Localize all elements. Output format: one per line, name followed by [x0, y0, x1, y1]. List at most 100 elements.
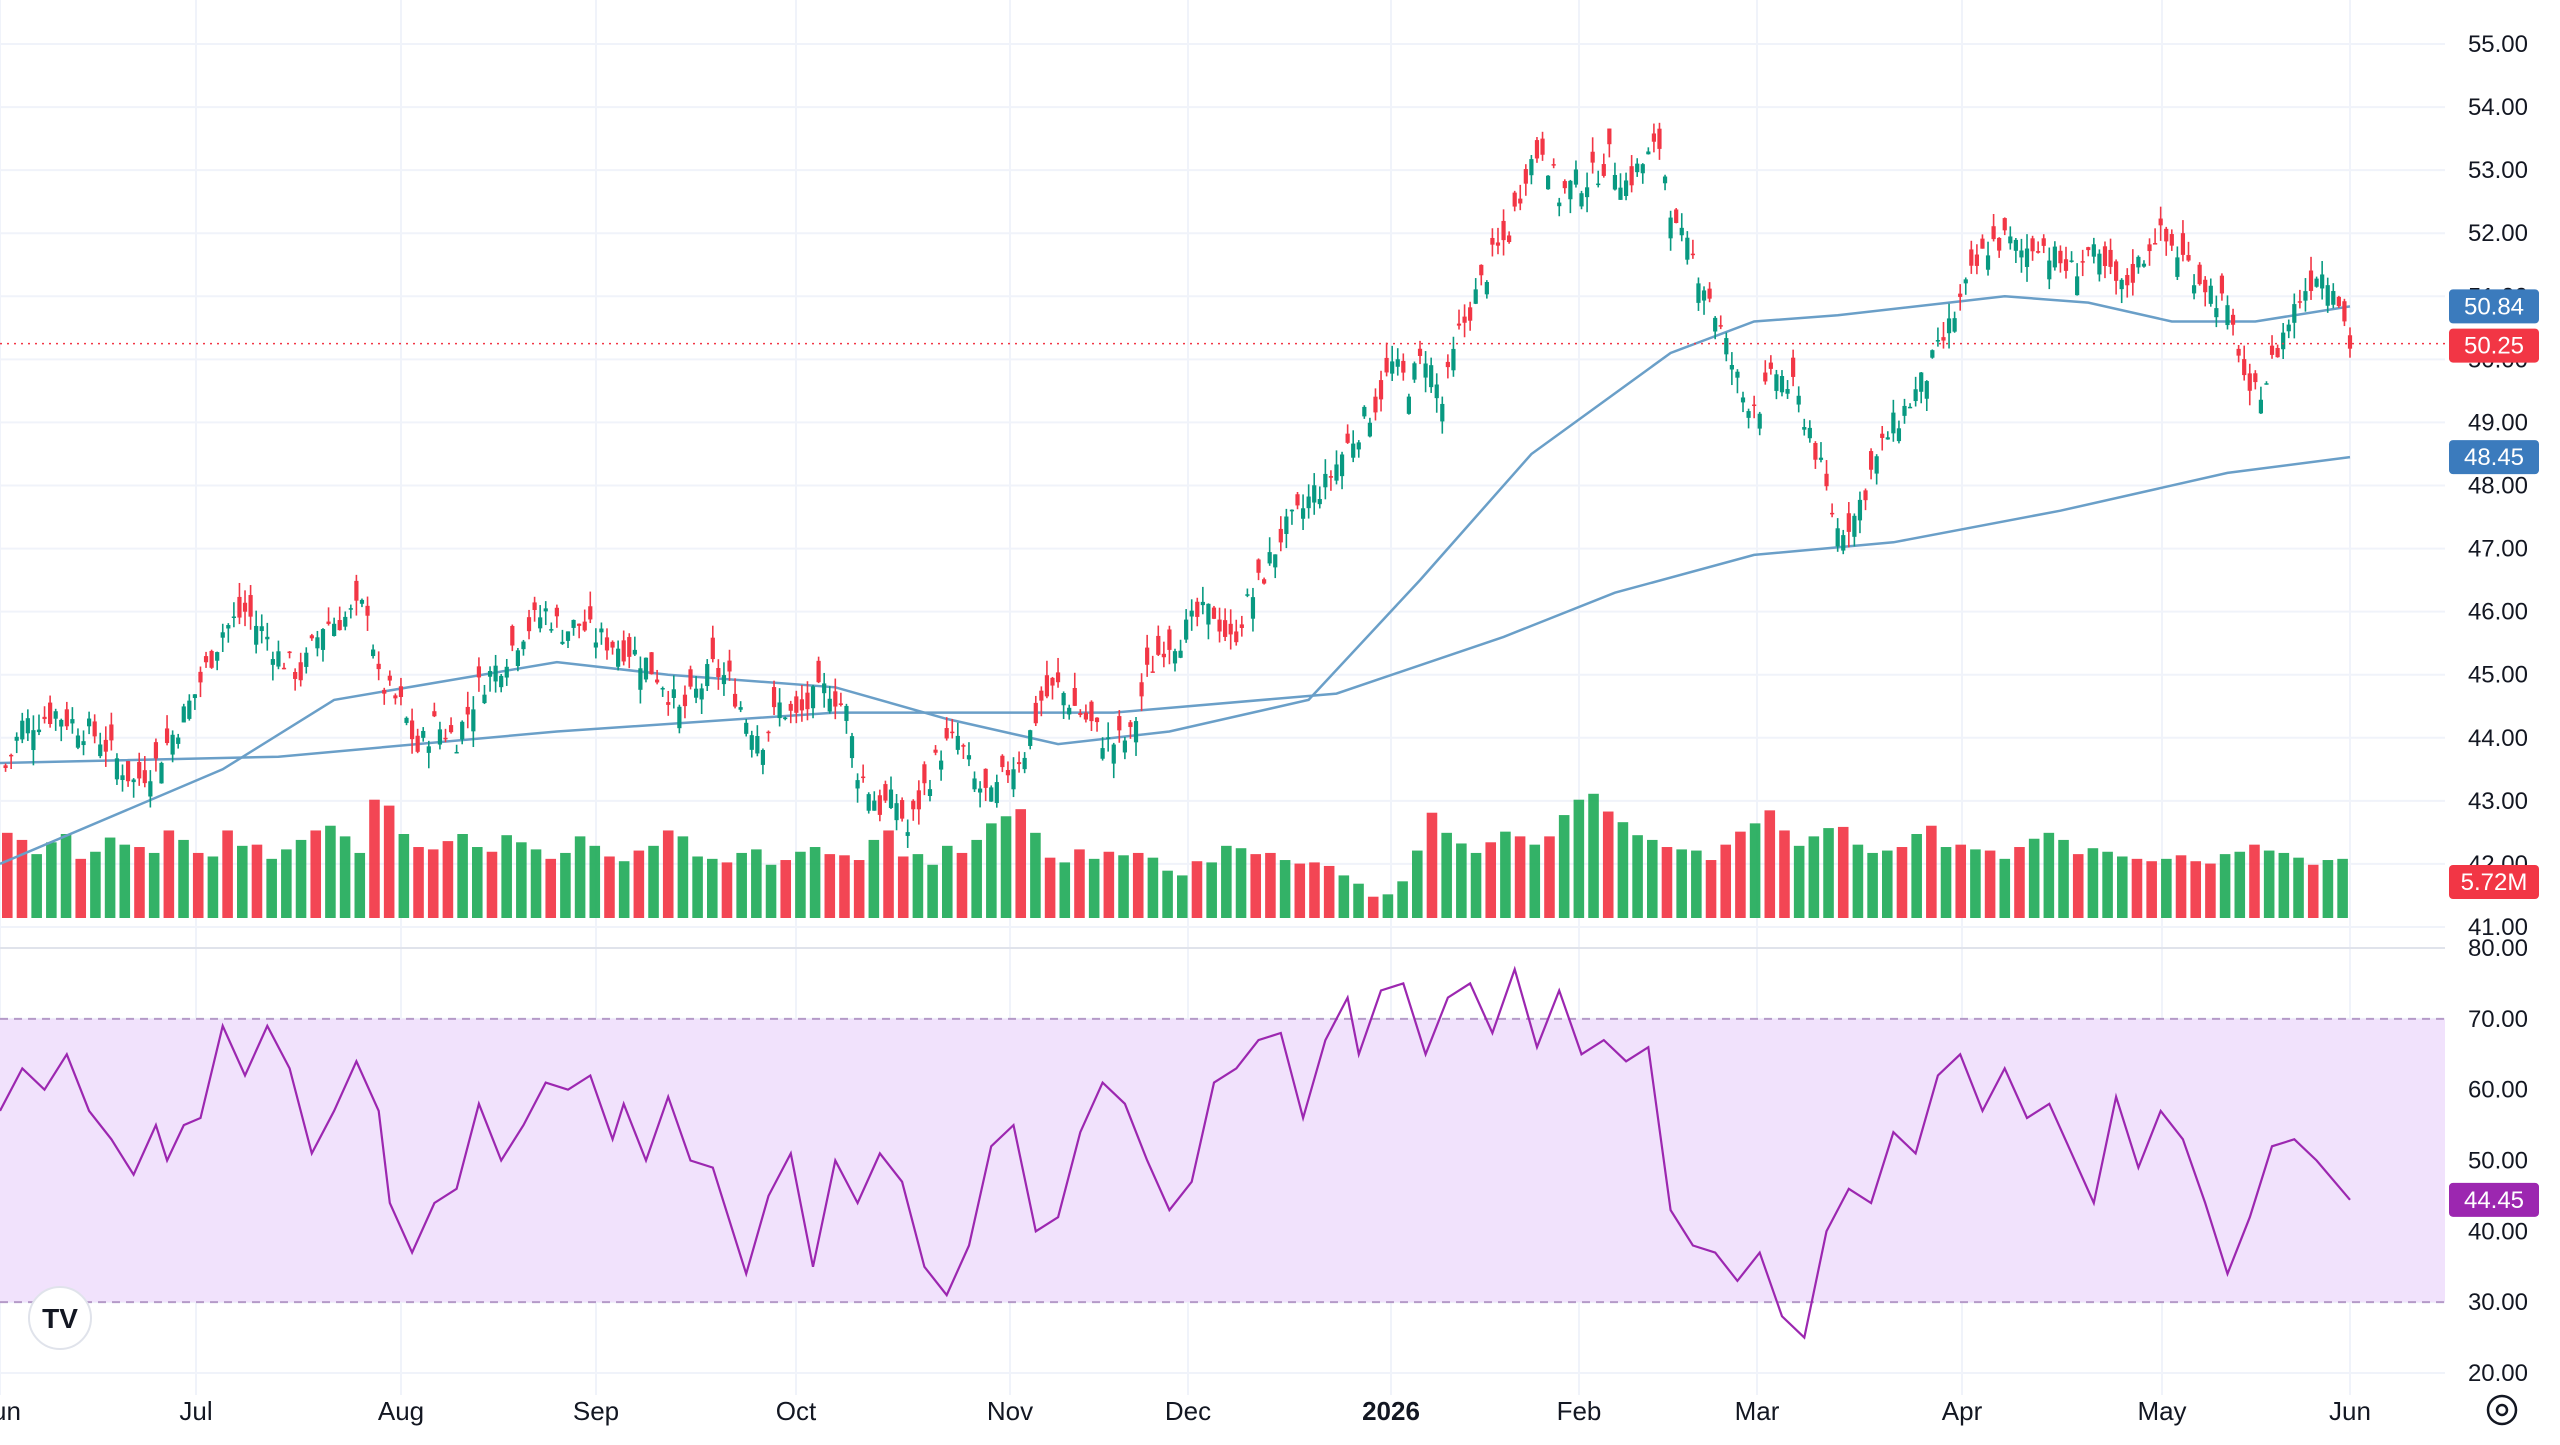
candle-body	[1635, 163, 1640, 173]
rsi-tick-label: 60.00	[2468, 1077, 2528, 1104]
time-axis[interactable]: Jun Jul Aug Sep Oct Nov Dec 2026 Feb Mar Apr May Jun	[0, 1396, 2371, 1426]
candle-body	[1033, 702, 1038, 724]
candle-body	[2347, 335, 2353, 349]
volume-bar	[1367, 896, 1379, 918]
candle-body	[1568, 180, 1573, 200]
candle-body	[2253, 373, 2258, 383]
candle-body	[1907, 406, 1913, 409]
candle-body	[649, 652, 654, 675]
candle-body	[1974, 254, 1979, 266]
rsi-line	[0, 965, 2351, 1340]
candle-body	[1551, 164, 1556, 166]
candle-body	[125, 761, 131, 782]
candle-body	[1089, 701, 1094, 722]
candle-body	[209, 650, 214, 668]
candle-body	[1557, 202, 1562, 207]
candle-body	[911, 800, 916, 810]
volume-bar	[1294, 863, 1306, 918]
candle-body	[1373, 396, 1378, 413]
volume-bar	[2219, 854, 2231, 918]
candle-body	[181, 706, 186, 723]
candle-body	[1367, 422, 1373, 437]
candle-body	[1067, 707, 1072, 715]
volume-bar	[1338, 875, 1350, 918]
volume-bar	[2, 832, 13, 918]
volume-bar	[2190, 861, 2202, 918]
candle-body	[1668, 217, 1673, 239]
volume-bar	[736, 852, 747, 918]
volume-bar	[1118, 855, 1129, 918]
candle-body	[2297, 301, 2302, 303]
candle-body	[1490, 237, 1495, 245]
volume-bar	[46, 842, 57, 918]
candle-body	[1083, 712, 1089, 720]
candle-body	[1250, 597, 1256, 619]
candle-body	[1713, 317, 1718, 332]
volume-bar	[1779, 830, 1790, 918]
candle-body	[1930, 350, 1935, 358]
candle-body	[1757, 413, 1762, 429]
time-tick-label: Jun	[2329, 1396, 2371, 1426]
candle-body	[437, 729, 443, 745]
candle-body	[1763, 372, 1768, 382]
candle-body	[1267, 552, 1272, 564]
price-tick-label: 49.00	[2468, 409, 2528, 436]
candle-body	[137, 762, 142, 779]
candle-body	[2303, 291, 2308, 301]
candle-body	[861, 776, 866, 779]
candle-body	[543, 608, 548, 612]
volume-bar	[2087, 848, 2099, 918]
time-tick-label: May	[2137, 1396, 2186, 1426]
candle-body	[1412, 363, 1417, 380]
price-tags: 50.84 50.25 48.45 5.72M 44.45	[2449, 289, 2539, 1217]
candle-body	[794, 696, 799, 713]
candle-body	[716, 668, 721, 678]
candle-body	[332, 623, 337, 637]
volume-bar	[90, 851, 101, 918]
volume-bar	[1970, 849, 1981, 918]
candle-body	[2225, 305, 2230, 326]
volume-bar	[780, 860, 792, 918]
rsi-axis[interactable]: 20.00 30.00 40.00 50.00 60.00 70.00 80.00	[2468, 935, 2528, 1387]
volume-bar	[1823, 828, 1834, 918]
candle-body	[805, 692, 810, 710]
time-tick-label: Aug	[378, 1396, 424, 1426]
volume-bar	[1617, 822, 1629, 918]
candle-body	[989, 787, 994, 802]
price-axis[interactable]: 41.0042.0043.0044.0045.0046.0047.0048.00…	[2468, 31, 2528, 941]
tradingview-logo[interactable]: TV	[28, 1286, 92, 1350]
volume-bar	[1103, 851, 1115, 918]
price-tick-label: 52.00	[2468, 220, 2528, 247]
candle-body	[2102, 246, 2108, 267]
candle-body	[1094, 717, 1100, 723]
candle-body	[699, 688, 704, 700]
volume-bar	[956, 852, 968, 918]
candle-body	[1768, 362, 1773, 369]
gear-icon[interactable]	[2486, 1394, 2518, 1426]
volume-bar	[2102, 851, 2113, 918]
time-tick-label: Feb	[1557, 1396, 1602, 1426]
candle-body	[771, 687, 777, 708]
candle-body	[487, 671, 493, 677]
candle-body	[432, 711, 437, 717]
volume-bar	[2337, 858, 2348, 918]
price-tick-label: 43.00	[2468, 788, 2528, 815]
volume-bar	[692, 856, 703, 918]
candle-body	[14, 736, 19, 741]
volume-bar	[853, 860, 865, 918]
candle-body	[1339, 454, 1345, 477]
candle-body	[2247, 373, 2252, 391]
candle-body	[521, 641, 526, 650]
candle-body	[1863, 490, 1868, 501]
candle-body	[827, 698, 832, 712]
candle-body	[1278, 528, 1283, 543]
candle-body	[2075, 276, 2080, 296]
candle-body	[337, 620, 342, 631]
time-tick-label: 2026	[1362, 1396, 1420, 1426]
candle-body	[565, 631, 571, 641]
candle-body	[259, 626, 264, 632]
time-tick-label: Mar	[1735, 1396, 1780, 1426]
candle-body	[315, 637, 320, 649]
candle-body	[777, 702, 782, 719]
